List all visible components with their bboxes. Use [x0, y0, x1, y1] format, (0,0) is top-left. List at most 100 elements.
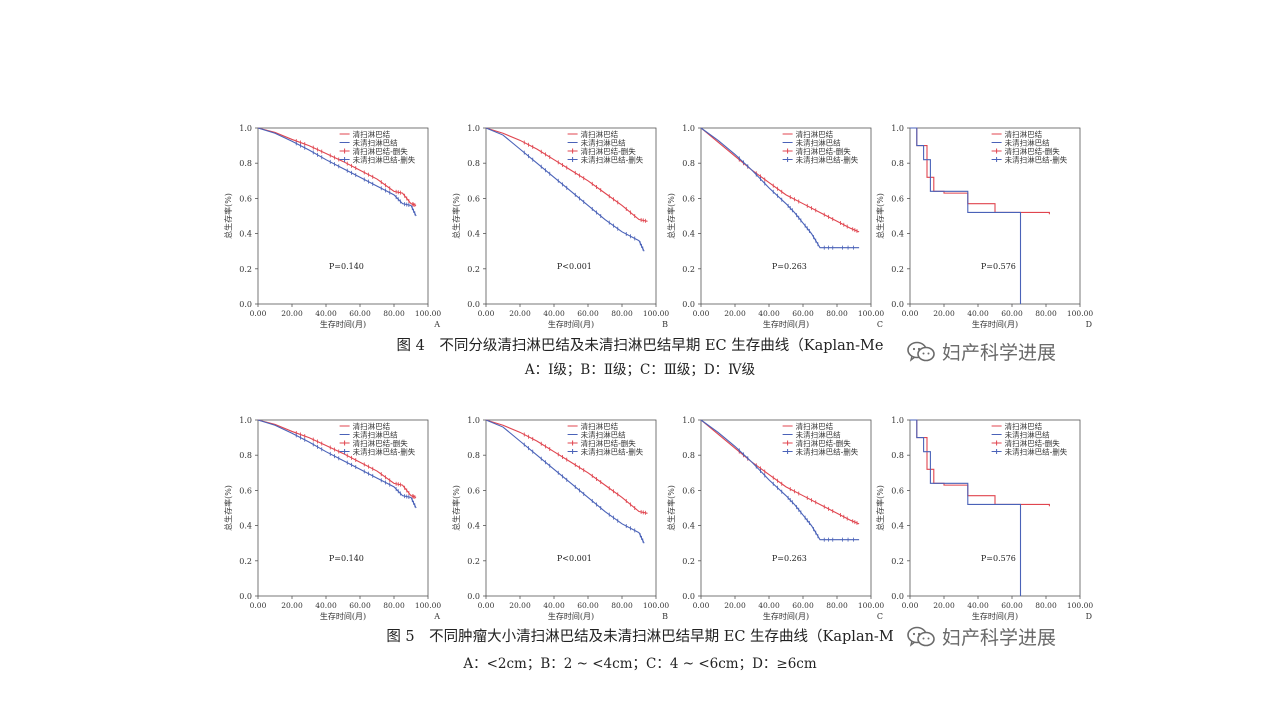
y-tick-label: 0.6	[467, 486, 480, 495]
series-line-not-dissected	[485, 127, 645, 252]
figure-4-caption: 图 4 不同分级清扫淋巴结及未清扫淋巴结早期 EC 生存曲线（Kaplan-Me	[396, 338, 884, 354]
panel-label: B	[662, 612, 668, 621]
y-tick-label: 0.8	[891, 451, 904, 460]
y-tick-label: 0.4	[682, 230, 695, 239]
x-tick-label: 100.00	[1067, 309, 1093, 318]
y-tick-label: 0.8	[682, 159, 695, 168]
legend-label: 未清扫淋巴结	[581, 137, 626, 147]
x-axis-label: 生存时间(月)	[548, 611, 594, 621]
x-tick-label: 100.00	[415, 309, 441, 318]
x-tick-label: 0.00	[902, 309, 919, 318]
x-tick-label: 80.00	[611, 601, 633, 610]
x-tick-label: 80.00	[611, 309, 633, 318]
x-tick-label: 40.00	[758, 601, 780, 610]
legend-label: 未清扫淋巴结	[796, 429, 841, 439]
x-tick-label: 40.00	[967, 309, 989, 318]
y-tick-label: 0.4	[891, 522, 904, 531]
y-tick-label: 0.4	[467, 522, 480, 531]
km-chart-svg: 0.0 0.2 0.4 0.6 0.8 1.0 0.00 20.00 40.00 60.00 80.…	[875, 416, 1093, 621]
y-tick-label: 0.2	[467, 265, 480, 274]
x-tick-label: 0.00	[478, 309, 495, 318]
x-tick-label: 20.00	[724, 309, 746, 318]
y-tick-label: 0.6	[239, 194, 252, 203]
legend-label: 清扫淋巴结-删失	[581, 438, 637, 448]
x-tick-label: 60.00	[1001, 601, 1023, 610]
x-axis-label: 生存时间(月)	[320, 611, 366, 621]
y-tick-label: 1.0	[682, 124, 695, 133]
x-tick-label: 80.00	[826, 309, 848, 318]
y-tick-label: 1.0	[891, 416, 904, 425]
series-line-not-dissected	[910, 127, 1022, 304]
x-tick-label: 40.00	[315, 309, 337, 318]
legend-label: 未清扫淋巴结-删失	[796, 446, 859, 456]
km-chart-fig5-a: 0.0 0.2 0.4 0.6 0.8 1.0 0.00 20.00 40.00 60.00 80.…	[220, 410, 442, 624]
y-tick-label: 0.0	[467, 300, 480, 309]
y-tick-label: 0.2	[239, 265, 252, 274]
y-axis-label: 总生存率(%)	[875, 193, 885, 239]
y-tick-label: 0.8	[239, 159, 252, 168]
y-tick-label: 0.2	[891, 557, 904, 566]
y-tick-label: 0.6	[467, 194, 480, 203]
y-tick-label: 0.0	[891, 300, 904, 309]
km-chart-fig4-a: 0.0 0.2 0.4 0.6 0.8 1.0 0.00 20.00 40.00 60.00 80.…	[220, 118, 442, 332]
y-axis-label: 总生存率(%)	[875, 485, 885, 531]
legend-label: 未清扫淋巴结	[1005, 137, 1050, 147]
x-tick-label: 100.00	[1067, 601, 1093, 610]
legend-label: 未清扫淋巴结	[353, 429, 398, 439]
y-axis-label: 总生存率(%)	[451, 485, 461, 531]
figure-5-caption: 图 5 不同肿瘤大小清扫淋巴结及未清扫淋巴结早期 EC 生存曲线（Kaplan-…	[386, 629, 894, 645]
plot-frame	[257, 419, 429, 597]
x-tick-label: 100.00	[643, 601, 669, 610]
panel-label: D	[1086, 612, 1092, 621]
y-tick-label: 0.4	[467, 230, 480, 239]
legend-label: 清扫淋巴结	[353, 129, 391, 139]
panel-label: D	[1086, 320, 1092, 329]
p-value-annotation: P<0.001	[557, 262, 592, 271]
km-chart-svg: 0.0 0.2 0.4 0.6 0.8 1.0 0.00 20.00 40.00 60.00 80.…	[666, 124, 884, 329]
legend-label: 未清扫淋巴结-删失	[1005, 154, 1068, 164]
x-tick-label: 100.00	[858, 601, 884, 610]
x-tick-label: 100.00	[415, 601, 441, 610]
km-chart-svg: 0.0 0.2 0.4 0.6 0.8 1.0 0.00 20.00 40.00 60.00 80.…	[875, 124, 1093, 329]
series-line-not-dissected	[910, 419, 1022, 596]
y-tick-label: 1.0	[239, 124, 252, 133]
legend-label: 未清扫淋巴结-删失	[1005, 446, 1068, 456]
x-tick-label: 80.00	[1035, 601, 1057, 610]
y-tick-label: 0.8	[891, 159, 904, 168]
x-tick-label: 40.00	[758, 309, 780, 318]
x-tick-label: 60.00	[577, 601, 599, 610]
legend-label: 清扫淋巴结-删失	[796, 438, 852, 448]
p-value-annotation: P=0.263	[772, 262, 807, 271]
x-tick-label: 80.00	[383, 309, 405, 318]
x-tick-label: 20.00	[724, 601, 746, 610]
x-tick-label: 40.00	[315, 601, 337, 610]
y-tick-label: 1.0	[239, 416, 252, 425]
x-tick-label: 40.00	[543, 309, 565, 318]
x-tick-label: 60.00	[1001, 309, 1023, 318]
x-tick-label: 80.00	[1035, 309, 1057, 318]
km-chart-fig5-c: 0.0 0.2 0.4 0.6 0.8 1.0 0.00 20.00 40.00 60.00 80.…	[663, 410, 885, 624]
y-tick-label: 0.0	[239, 592, 252, 601]
series-line-dissected	[485, 127, 648, 222]
y-tick-label: 0.6	[239, 486, 252, 495]
series-line-dissected	[485, 419, 648, 514]
km-chart-fig4-d: 0.0 0.2 0.4 0.6 0.8 1.0 0.00 20.00 40.00 60.00 80.…	[872, 118, 1094, 332]
y-tick-label: 0.4	[239, 522, 252, 531]
y-tick-label: 0.0	[239, 300, 252, 309]
legend-label: 未清扫淋巴结-删失	[581, 154, 644, 164]
x-tick-label: 20.00	[509, 601, 531, 610]
legend-label: 清扫淋巴结	[581, 129, 619, 139]
legend-label: 未清扫淋巴结	[796, 137, 841, 147]
x-tick-label: 0.00	[250, 309, 267, 318]
wechat-icon	[906, 340, 936, 364]
panel-label: B	[662, 320, 668, 329]
x-tick-label: 0.00	[478, 601, 495, 610]
x-tick-label: 60.00	[349, 601, 371, 610]
y-tick-label: 0.4	[239, 230, 252, 239]
legend-label: 未清扫淋巴结-删失	[796, 154, 859, 164]
legend-label: 清扫淋巴结-删失	[1005, 438, 1061, 448]
x-tick-label: 60.00	[792, 309, 814, 318]
legend-label: 清扫淋巴结	[1005, 129, 1043, 139]
x-axis-label: 生存时间(月)	[548, 319, 594, 329]
plot-frame	[700, 127, 872, 305]
